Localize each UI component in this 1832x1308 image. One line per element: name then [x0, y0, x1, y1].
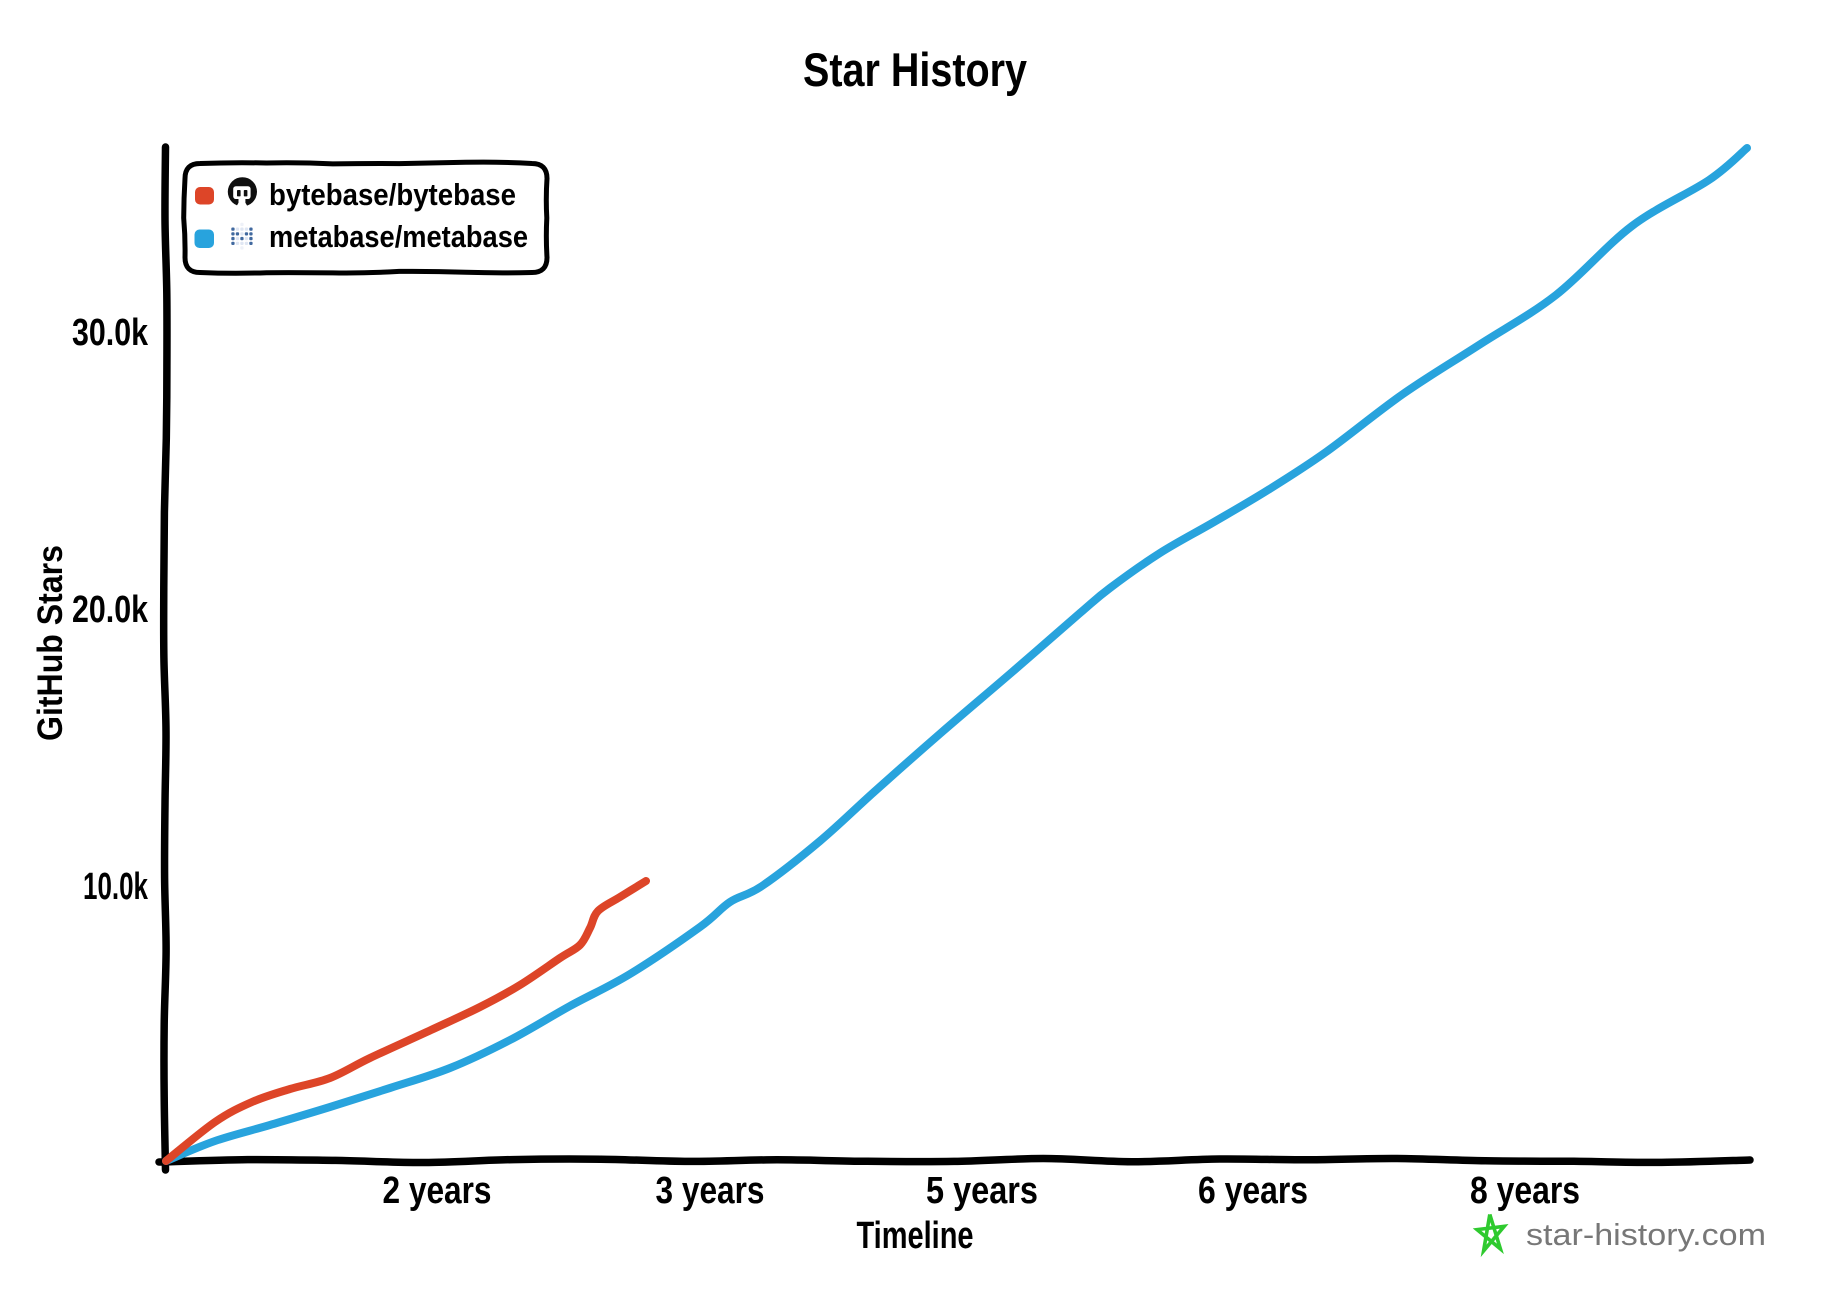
svg-text:GitHub Stars: GitHub Stars	[31, 545, 70, 741]
svg-text:bytebase/bytebase: bytebase/bytebase	[269, 177, 516, 212]
svg-text:8 years: 8 years	[1470, 1170, 1580, 1212]
svg-text:30.0k: 30.0k	[72, 312, 149, 354]
svg-text:Timeline: Timeline	[857, 1215, 974, 1257]
svg-text:metabase/metabase: metabase/metabase	[269, 219, 528, 254]
svg-text:3 years: 3 years	[656, 1170, 765, 1212]
svg-text:2 years: 2 years	[383, 1170, 492, 1212]
svg-text:6 years: 6 years	[1198, 1170, 1308, 1212]
svg-text:Star History: Star History	[803, 43, 1027, 96]
svg-text:5 years: 5 years	[926, 1170, 1038, 1212]
svg-text:10.0k: 10.0k	[83, 866, 149, 908]
svg-text:20.0k: 20.0k	[72, 589, 149, 631]
svg-text:star-history.com: star-history.com	[1526, 1217, 1766, 1252]
